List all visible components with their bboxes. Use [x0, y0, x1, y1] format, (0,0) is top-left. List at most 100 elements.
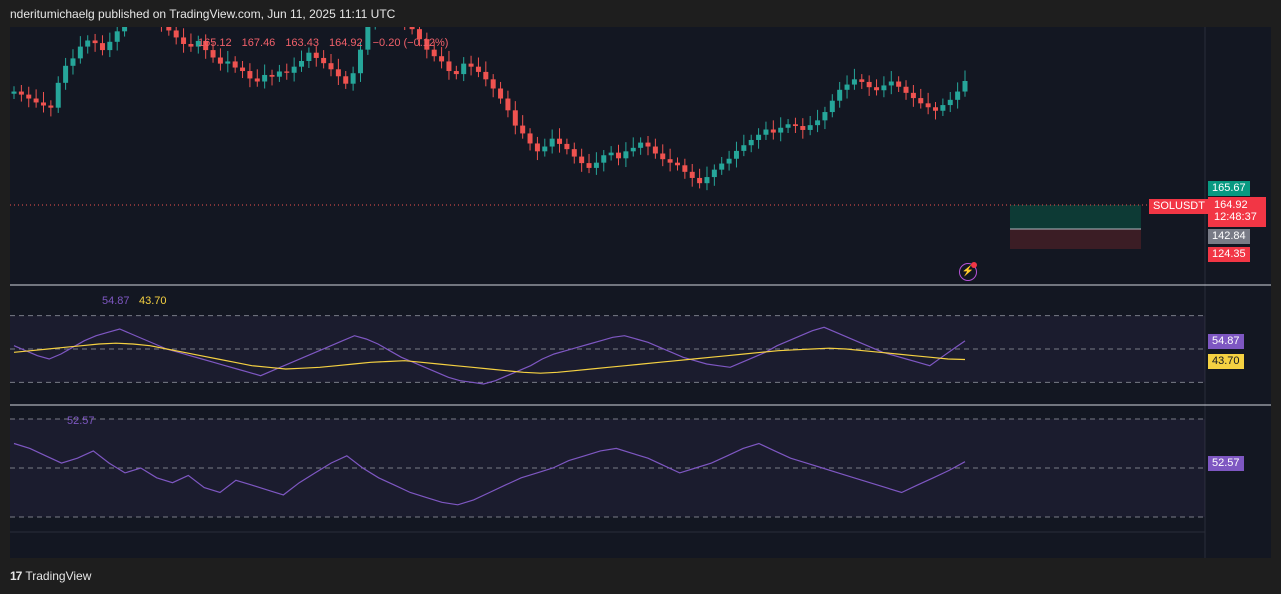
- candle-body: [321, 57, 327, 64]
- candle-body: [586, 163, 592, 168]
- osc-legend-value: 52.57: [67, 415, 95, 427]
- candle-body: [350, 73, 356, 84]
- candle-body: [365, 27, 371, 50]
- entry-tag: 142.84: [1208, 229, 1250, 244]
- candle-body: [682, 165, 688, 172]
- candle-body: [689, 171, 695, 178]
- ohlc-change: −0.20 (−0.12%): [372, 37, 449, 49]
- candle-body: [299, 61, 305, 67]
- symbol-tag: SOLUSDT: [1149, 199, 1209, 214]
- candle-body: [48, 105, 54, 108]
- candle-body: [800, 126, 806, 130]
- brand-label: TradingView: [25, 569, 92, 583]
- candle-body: [335, 69, 341, 77]
- candle-body: [85, 40, 91, 47]
- candle-body: [247, 71, 253, 79]
- candle-body: [461, 63, 467, 75]
- last-price-tag: 164.92 12:48:37: [1208, 197, 1266, 227]
- candle-body: [859, 79, 865, 82]
- candle-body: [431, 49, 437, 57]
- stop-loss-tag: 124.35: [1208, 247, 1250, 262]
- candle-body: [18, 91, 24, 95]
- candle-body: [70, 58, 76, 66]
- candle-body: [756, 134, 762, 140]
- candle-body: [26, 94, 32, 99]
- candle-body: [483, 71, 489, 80]
- candle-body: [638, 142, 644, 148]
- chart-area[interactable]: [10, 27, 1271, 558]
- ohlc-open: 165.12: [198, 37, 232, 49]
- candle-body: [888, 81, 894, 86]
- rsi-axis-tag: 54.87: [1208, 334, 1244, 349]
- candle-body: [564, 143, 570, 150]
- candle-body: [910, 92, 916, 99]
- candle-body: [55, 82, 61, 108]
- publisher-bar: nderitumichaelg published on TradingView…: [0, 0, 1281, 27]
- candle-body: [284, 71, 290, 73]
- candle-body: [719, 163, 725, 170]
- candle-body: [114, 31, 120, 42]
- candle-body: [475, 66, 481, 72]
- ohlc-close: 164.92: [328, 37, 363, 49]
- candle-body: [512, 110, 518, 126]
- lightning-icon[interactable]: ⚡: [959, 263, 977, 281]
- candle-body: [807, 125, 813, 130]
- candle-body: [33, 98, 39, 103]
- candle-body: [453, 71, 459, 75]
- notification-dot: [971, 262, 977, 268]
- published-text: nderitumichaelg published on TradingView…: [10, 7, 396, 21]
- candle-body: [254, 78, 260, 82]
- ohlc-high: 167.46: [241, 37, 276, 49]
- candle-body: [498, 88, 504, 99]
- candle-body: [188, 43, 194, 47]
- candle-body: [763, 129, 769, 135]
- candle-body: [210, 50, 216, 58]
- candle-body: [63, 65, 69, 83]
- rsi-legend-value: 54.87: [102, 295, 130, 307]
- rsi-ma-line: [13, 342, 966, 374]
- candle-body: [925, 103, 931, 108]
- candle-body: [866, 81, 872, 88]
- candle-body: [122, 27, 128, 32]
- candle-body: [955, 91, 961, 100]
- candle-body: [446, 61, 452, 72]
- candle-body: [534, 143, 540, 152]
- candle-body: [962, 80, 968, 92]
- footer: 17 TradingView: [0, 558, 1281, 594]
- candle-body: [571, 149, 577, 157]
- take-profit-zone: [1010, 205, 1141, 229]
- candle-body: [217, 57, 223, 64]
- candle-body: [313, 52, 319, 58]
- candle-body: [815, 120, 821, 126]
- candle-body: [291, 66, 297, 73]
- ohlc-readout: 165.12 167.46 163.43 164.92 −0.20 (−0.12…: [198, 37, 448, 49]
- candle-body: [918, 98, 924, 104]
- candle-body: [616, 152, 622, 159]
- candle-body: [527, 133, 533, 144]
- tradingview-logo[interactable]: 17 TradingView: [10, 569, 91, 583]
- candle-body: [262, 74, 268, 82]
- candle-body: [711, 169, 717, 178]
- candle-body: [881, 85, 887, 91]
- candle-body: [505, 98, 511, 111]
- candle-body: [409, 27, 415, 30]
- candle-body: [107, 41, 113, 51]
- candle-body: [11, 91, 17, 94]
- candle-body: [542, 146, 548, 152]
- candle-body: [741, 145, 747, 151]
- candle-body: [468, 63, 474, 67]
- candle-countdown: 12:48:37: [1214, 211, 1257, 223]
- candle-body: [822, 112, 828, 121]
- chart-svg[interactable]: [10, 27, 1271, 558]
- candle-body: [490, 79, 496, 89]
- ohlc-low: 163.43: [285, 37, 319, 49]
- candle-body: [77, 46, 83, 59]
- candle-body: [343, 76, 349, 84]
- osc-line: [13, 442, 966, 506]
- candle-body: [92, 40, 98, 44]
- candle-body: [674, 162, 680, 166]
- candle-body: [416, 29, 422, 40]
- candle-body: [181, 37, 187, 44]
- candle-body: [424, 39, 430, 50]
- candle-body: [357, 49, 363, 74]
